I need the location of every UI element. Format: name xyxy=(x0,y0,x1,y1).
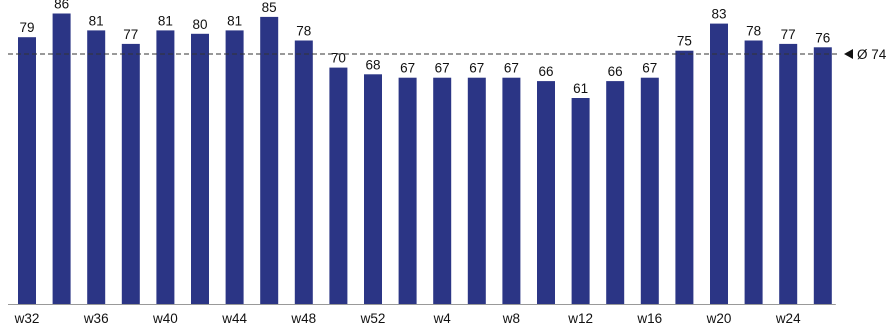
bars-group xyxy=(18,13,832,305)
value-label-w32: 79 xyxy=(19,20,34,35)
x-tick-label-w48: w48 xyxy=(290,311,316,326)
bar-w38 xyxy=(121,43,140,305)
value-labels-group: 79 86 81 77 81 80 81 85 78 70 68 67 67 67 67 66 61 66 67 75… xyxy=(19,0,830,96)
bar-w16 xyxy=(640,77,659,304)
x-tick-label-w44: w44 xyxy=(221,311,247,326)
bar-w8 xyxy=(502,77,521,304)
x-tick-label-w52: w52 xyxy=(360,311,386,326)
bar-w26 xyxy=(813,47,832,305)
value-label-w14: 66 xyxy=(608,64,623,79)
bar-w4 xyxy=(433,77,452,304)
value-label-w48: 78 xyxy=(296,24,311,39)
bar-w50 xyxy=(329,67,348,304)
x-tick-label-w40: w40 xyxy=(152,311,178,326)
bar-w40 xyxy=(156,30,175,305)
value-label-w34: 86 xyxy=(54,0,69,12)
bar-w24 xyxy=(779,43,798,305)
value-label-w26: 76 xyxy=(815,30,830,45)
bar-w10 xyxy=(537,81,555,304)
x-tick-label-w32: w32 xyxy=(14,311,40,326)
x-tick-label-w12: w12 xyxy=(567,311,593,326)
x-tick-label-w20: w20 xyxy=(706,311,732,326)
value-label-w46: 85 xyxy=(262,0,277,15)
value-label-w36: 81 xyxy=(89,13,104,28)
bar-w12 xyxy=(571,98,590,304)
bar-w52 xyxy=(364,74,382,304)
value-label-w52: 68 xyxy=(365,57,380,72)
average-label: Ø 74 xyxy=(857,47,887,62)
value-label-w20: 83 xyxy=(711,7,726,22)
x-tick-label-w36: w36 xyxy=(83,311,109,326)
value-label-w4: 67 xyxy=(435,61,450,76)
bar-w44 xyxy=(225,30,244,305)
x-tick-label-w8: w8 xyxy=(502,311,520,326)
bar-w14 xyxy=(606,81,625,304)
value-label-w8: 67 xyxy=(504,61,519,76)
bar-w42 xyxy=(191,33,209,305)
bar-w46 xyxy=(260,16,279,305)
bar-w22 xyxy=(744,40,763,304)
bar-w34 xyxy=(52,13,71,304)
x-tick-labels-group: w32 w36 w40 w44 w48 w52 w4 w8 w12 w16 w20 w24 xyxy=(14,311,801,326)
bar-w20 xyxy=(710,23,728,304)
value-label-w44: 81 xyxy=(227,13,242,28)
average-marker-icon xyxy=(844,49,853,59)
x-tick-label-w24: w24 xyxy=(775,311,801,326)
bar-w48 xyxy=(294,40,313,304)
value-label-w10: 66 xyxy=(538,64,553,79)
bar-w32 xyxy=(18,37,36,304)
value-label-w2: 67 xyxy=(400,61,415,76)
value-label-w50: 70 xyxy=(331,51,346,66)
value-label-w6: 67 xyxy=(469,61,484,76)
value-label-w16: 67 xyxy=(642,61,657,76)
value-label-w42: 80 xyxy=(192,17,207,32)
value-label-w24: 77 xyxy=(781,27,796,42)
value-label-w38: 77 xyxy=(123,27,138,42)
value-label-w12: 61 xyxy=(573,81,588,96)
bar-w36 xyxy=(87,30,106,305)
x-tick-label-w4: w4 xyxy=(433,311,452,326)
value-label-w18: 75 xyxy=(677,34,692,49)
bar-w6 xyxy=(467,77,486,304)
value-label-w40: 81 xyxy=(158,13,173,28)
bar-w2 xyxy=(398,77,417,304)
value-label-w22: 78 xyxy=(746,24,761,39)
bar-w18 xyxy=(675,50,694,305)
x-tick-label-w16: w16 xyxy=(636,311,662,326)
